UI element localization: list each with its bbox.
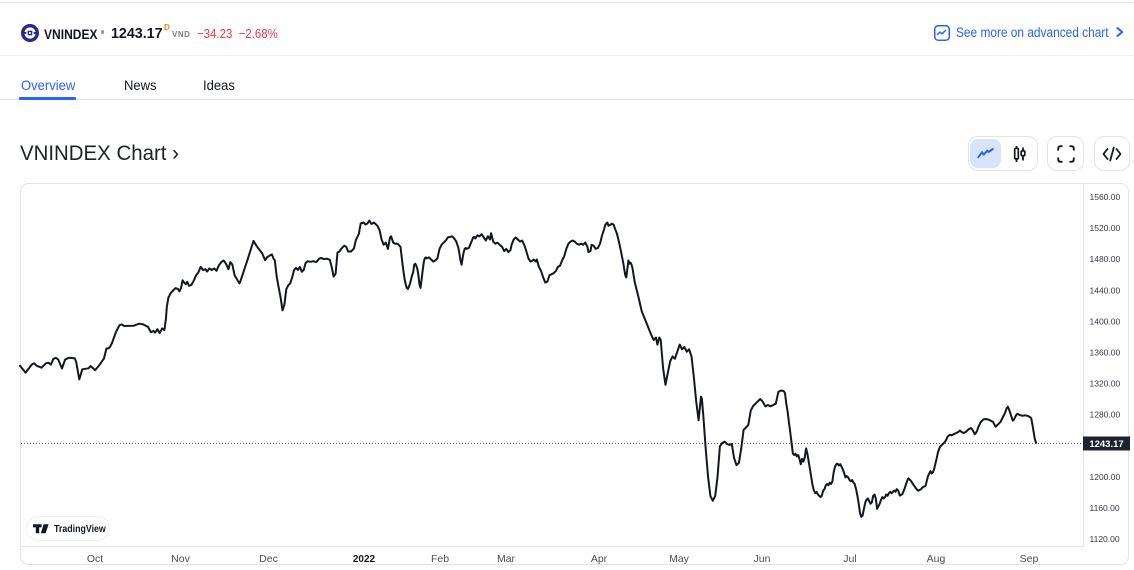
svg-text:1320.00: 1320.00 — [1090, 379, 1121, 389]
svg-text:1400.00: 1400.00 — [1090, 316, 1121, 326]
svg-text:1120.00: 1120.00 — [1090, 534, 1120, 544]
svg-text:Jul: Jul — [843, 553, 856, 565]
svg-text:1440.00: 1440.00 — [1090, 285, 1121, 295]
svg-text:1200.00: 1200.00 — [1090, 472, 1121, 482]
svg-text:1160.00: 1160.00 — [1090, 503, 1120, 513]
svg-text:May: May — [669, 553, 690, 565]
svg-text:Oct: Oct — [87, 553, 103, 565]
svg-text:1480.00: 1480.00 — [1090, 254, 1121, 264]
svg-text:Feb: Feb — [431, 553, 449, 565]
svg-text:1360.00: 1360.00 — [1090, 348, 1121, 358]
svg-text:Mar: Mar — [497, 553, 516, 565]
svg-text:Apr: Apr — [591, 553, 608, 565]
svg-text:2022: 2022 — [353, 554, 376, 565]
svg-text:Nov: Nov — [171, 553, 190, 565]
svg-text:Aug: Aug — [927, 553, 946, 565]
svg-text:1520.00: 1520.00 — [1090, 223, 1121, 233]
svg-text:Sep: Sep — [1020, 553, 1039, 565]
svg-text:1280.00: 1280.00 — [1090, 410, 1121, 420]
svg-text:1243.17: 1243.17 — [1089, 439, 1123, 450]
svg-text:Dec: Dec — [259, 553, 278, 565]
svg-text:1560.00: 1560.00 — [1090, 192, 1121, 202]
svg-text:Jun: Jun — [754, 553, 771, 565]
